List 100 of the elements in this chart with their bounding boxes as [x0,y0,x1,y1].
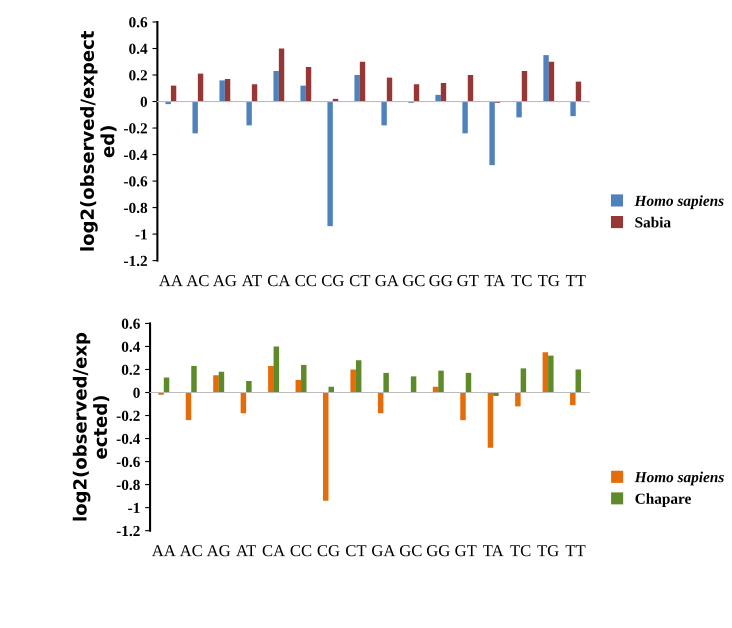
legend-label: Sabia [635,216,671,228]
bar [191,366,197,392]
bar [300,86,306,102]
x-tick-label: TT [566,275,586,286]
bar [273,71,279,102]
x-tick-label: TA [483,545,504,556]
bar [570,102,576,116]
y-tick-label: -1 [135,229,147,240]
x-tick-label: TG [538,275,560,286]
bar [360,62,366,102]
x-tick-label: CC [295,275,316,286]
bar [515,392,521,406]
x-tick-label: CG [318,545,340,556]
x-tick-label: AC [180,545,202,556]
bar [488,392,494,448]
bar [378,392,384,414]
bar [466,372,472,392]
y-tick-label: 0.2 [129,70,147,81]
y-tick-label: 0 [133,388,140,398]
x-tick-label: GA [375,275,399,286]
y-tick-label: 0.4 [122,342,140,352]
y-tick-label: -0.6 [116,456,140,468]
bar [198,74,204,102]
bar [383,372,389,392]
bar [435,94,441,102]
y-tick-label: -0.8 [116,480,140,490]
bar [278,48,284,102]
x-tick-label: AC [186,275,209,286]
x-tick-label: TC [511,275,532,286]
y-tick-label: -0.2 [116,410,140,422]
x-tick-label: CG [322,275,344,286]
y-tick-label: -0.4 [116,434,140,444]
bar [548,62,554,102]
legend-label: Homo sapiens [634,472,724,486]
x-tick-label: GT [455,545,477,556]
bar [576,82,582,102]
bar [246,102,252,126]
bar [224,78,230,102]
legend-label: Homo sapiens [634,195,724,210]
bar [240,392,246,414]
x-tick-label: GG [429,275,452,286]
x-tick-label: CT [350,275,370,286]
bar [386,78,392,102]
bar [322,392,328,501]
bar [438,370,444,392]
bar [410,376,416,392]
x-tick-label: CA [268,275,290,286]
y-tick-label: 0.6 [122,318,140,329]
bar [489,102,495,166]
x-tick-label: AG [206,545,230,556]
y-tick-label: -1.2 [116,526,140,536]
y-tick-label: 0.2 [122,364,140,375]
x-tick-label: AT [236,545,256,556]
bar [570,392,576,406]
x-tick-label: AA [159,275,183,286]
bar [213,375,219,392]
bar [542,352,548,392]
bar [350,369,356,392]
x-tick-label: GA [372,545,396,556]
bar [354,75,360,102]
x-tick-label: GG [426,545,450,556]
y-tick-label: 0.6 [129,17,148,28]
x-tick-label: CC [290,545,312,556]
bar [246,380,252,392]
bar [296,380,302,392]
x-tick-label: CA [262,545,286,556]
legend-label: Chapare [635,493,691,507]
y-tick-label: 0.4 [129,44,148,54]
x-tick-label: AT [242,275,262,286]
y-axis-title: log2(observed/exp ected) [72,332,110,520]
bar [192,102,198,134]
bar [301,364,307,392]
y-tick-label: -0.6 [124,176,148,187]
bar [268,366,274,392]
x-tick-label: GT [457,275,479,286]
bar [432,386,438,392]
y-tick-label: -1.2 [124,256,147,266]
bar [468,75,474,102]
bar [462,102,468,134]
bar [520,368,526,392]
x-tick-label: GC [400,545,422,556]
bar [306,67,312,102]
bar [440,82,446,102]
bar [328,386,334,392]
bar [516,102,522,118]
x-tick-label: AA [152,545,176,556]
y-tick-label: -0.4 [124,150,148,160]
y-tick-label: 0 [140,96,148,107]
y-tick-label: -0.2 [124,123,147,134]
bar [164,378,170,392]
x-tick-label: TG [537,545,559,556]
y-tick-label: -1 [128,502,140,513]
bar [219,80,225,102]
bar [170,86,176,102]
bar [356,360,362,392]
x-tick-label: CT [346,545,366,556]
x-tick-label: TT [566,545,586,556]
bar [543,55,549,102]
bar [381,102,387,126]
bar [327,102,333,226]
